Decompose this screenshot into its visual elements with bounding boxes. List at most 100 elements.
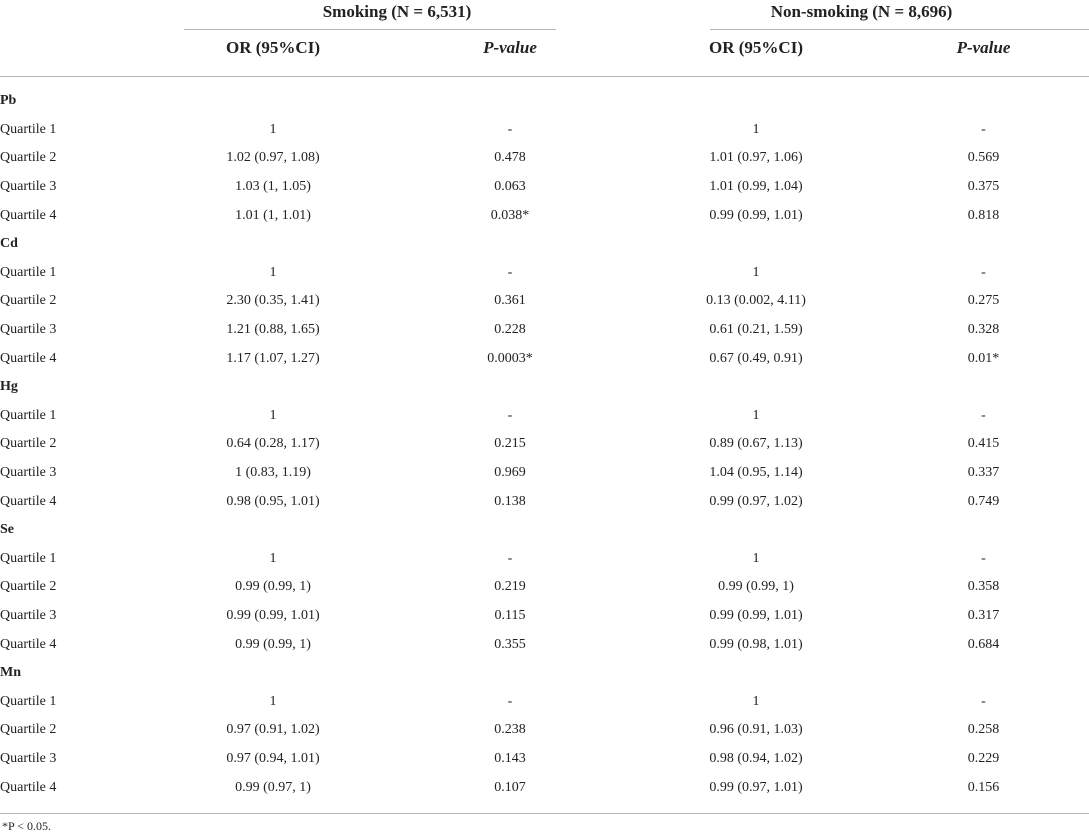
smoking-p-cell: 0.063 xyxy=(494,179,526,195)
smoking-or-cell: 1.17 (1.07, 1.27) xyxy=(226,350,320,366)
nonsmoking-or-cell: 1.01 (0.99, 1.04) xyxy=(709,179,803,195)
nonsmoking-p-cell: 0.375 xyxy=(967,179,1000,195)
nonsmoking-or-cell: 0.99 (0.97, 1.02) xyxy=(709,493,803,509)
nonsmoking-p-cell: 0.818 xyxy=(967,207,1000,223)
smoking-or-cell: 0.99 (0.99, 1.01) xyxy=(226,607,320,623)
group-rule-nonsmoking xyxy=(710,29,1089,30)
header-p-smoking-text: P-value xyxy=(483,38,537,57)
header-p-smoking: P-value xyxy=(386,38,634,58)
group-rule-smoking xyxy=(184,29,556,30)
footnote: *P < 0.05. xyxy=(2,819,51,833)
metal-row: Hg xyxy=(0,373,1089,402)
metal-label: Pb xyxy=(0,93,17,109)
smoking-or-cell: 0.99 (0.99, 1) xyxy=(235,579,311,595)
nonsmoking-or-cell: 1 xyxy=(752,264,760,280)
smoking-p-cell: 0.143 xyxy=(494,750,526,766)
nonsmoking-p-cell: 0.01* xyxy=(967,350,1000,366)
nonsmoking-p-cell: 0.337 xyxy=(967,465,1000,481)
quartile-label: Quartile 4 xyxy=(0,636,57,652)
nonsmoking-p-cell: 0.415 xyxy=(967,436,1000,452)
smoking-or-cell: 1.01 (1, 1.01) xyxy=(235,207,311,223)
smoking-p-cell: 0.219 xyxy=(494,579,526,595)
smoking-or-cell: 1 xyxy=(269,407,277,423)
nonsmoking-p-cell: - xyxy=(981,264,986,280)
smoking-p-cell: 0.215 xyxy=(494,436,526,452)
smoking-or-cell: 0.97 (0.91, 1.02) xyxy=(226,722,320,738)
metal-label: Hg xyxy=(0,379,18,395)
table-row: Quartile 3 0.97 (0.94, 1.01) 0.143 0.98 (0.… xyxy=(0,745,1089,774)
smoking-p-cell: 0.115 xyxy=(494,607,526,623)
header-p-nonsmoking-text: P-value xyxy=(956,38,1011,57)
quartile-label: Quartile 3 xyxy=(0,322,57,338)
quartile-label: Quartile 2 xyxy=(0,436,57,452)
nonsmoking-or-cell: 0.89 (0.67, 1.13) xyxy=(709,436,803,452)
header-rule xyxy=(0,76,1089,77)
quartile-label: Quartile 1 xyxy=(0,121,57,137)
nonsmoking-p-cell: 0.317 xyxy=(967,607,1000,623)
group-header-smoking: Smoking (N = 6,531) xyxy=(322,2,472,21)
quartile-label: Quartile 1 xyxy=(0,550,57,566)
nonsmoking-p-cell: 0.275 xyxy=(967,293,1000,309)
table-row: Quartile 1 1 - 1 - xyxy=(0,687,1089,716)
metal-label: Cd xyxy=(0,236,18,252)
table-row: Quartile 2 1.02 (0.97, 1.08) 0.478 1.01 (0.… xyxy=(0,144,1089,173)
smoking-or-cell: 1 (0.83, 1.19) xyxy=(235,465,311,481)
quartile-label: Quartile 2 xyxy=(0,293,57,309)
nonsmoking-or-cell: 0.61 (0.21, 1.59) xyxy=(709,322,803,338)
smoking-p-cell: 0.478 xyxy=(494,150,526,166)
smoking-or-cell: 2.30 (0.35, 1.41) xyxy=(226,293,320,309)
quartile-label: Quartile 4 xyxy=(0,493,57,509)
table-row: Quartile 2 0.64 (0.28, 1.17) 0.215 0.89 (0.… xyxy=(0,430,1089,459)
table-row: Quartile 4 0.98 (0.95, 1.01) 0.138 0.99 (0.… xyxy=(0,487,1089,516)
nonsmoking-p-cell: 0.328 xyxy=(967,322,1000,338)
quartile-label: Quartile 2 xyxy=(0,150,57,166)
metal-label: Se xyxy=(0,522,14,538)
quartile-label: Quartile 3 xyxy=(0,750,57,766)
smoking-p-cell: 0.969 xyxy=(494,465,526,481)
nonsmoking-p-cell: 0.258 xyxy=(967,722,1000,738)
nonsmoking-or-cell: 1 xyxy=(752,693,760,709)
table-row: Quartile 3 1.03 (1, 1.05) 0.063 1.01 (0.99,… xyxy=(0,173,1089,202)
metal-row: Pb xyxy=(0,87,1089,116)
nonsmoking-or-cell: 1.04 (0.95, 1.14) xyxy=(709,465,803,481)
smoking-or-cell: 0.99 (0.99, 1) xyxy=(235,636,311,652)
table-row: Quartile 1 1 - 1 - xyxy=(0,545,1089,574)
table-row: Quartile 2 0.99 (0.99, 1) 0.219 0.99 (0.99,… xyxy=(0,573,1089,602)
nonsmoking-or-cell: 0.99 (0.99, 1.01) xyxy=(709,207,803,223)
header-p-nonsmoking: P-value xyxy=(878,38,1089,58)
table-row: Quartile 2 2.30 (0.35, 1.41) 0.361 0.13 (0.… xyxy=(0,287,1089,316)
smoking-or-cell: 0.97 (0.94, 1.01) xyxy=(226,750,320,766)
nonsmoking-p-cell: - xyxy=(981,121,986,137)
smoking-p-cell: 0.361 xyxy=(494,293,526,309)
metal-row: Se xyxy=(0,516,1089,545)
nonsmoking-or-cell: 0.98 (0.94, 1.02) xyxy=(709,750,803,766)
nonsmoking-p-cell: - xyxy=(981,407,986,423)
quartile-label: Quartile 1 xyxy=(0,693,57,709)
quartile-label: Quartile 2 xyxy=(0,579,57,595)
table-row: Quartile 3 0.99 (0.99, 1.01) 0.115 0.99 (0.… xyxy=(0,602,1089,631)
smoking-p-cell: 0.238 xyxy=(494,722,526,738)
quartile-label: Quartile 4 xyxy=(0,779,57,795)
table-row: Quartile 4 1.01 (1, 1.01) 0.038* 0.99 (0.99… xyxy=(0,201,1089,230)
nonsmoking-p-cell: 0.684 xyxy=(967,636,1000,652)
quartile-label: Quartile 4 xyxy=(0,350,57,366)
nonsmoking-p-cell: 0.156 xyxy=(967,779,1000,795)
table-row: Quartile 1 1 - 1 - xyxy=(0,116,1089,145)
quartile-label: Quartile 3 xyxy=(0,179,57,195)
nonsmoking-p-cell: 0.358 xyxy=(967,579,1000,595)
smoking-p-cell: 0.138 xyxy=(494,493,526,509)
smoking-p-cell: 0.038* xyxy=(490,207,530,223)
nonsmoking-or-cell: 1 xyxy=(752,407,760,423)
smoking-or-cell: 1 xyxy=(269,693,277,709)
smoking-or-cell: 1 xyxy=(269,121,277,137)
footer-rule xyxy=(0,813,1089,814)
table-row: Quartile 3 1.21 (0.88, 1.65) 0.228 0.61 (0.… xyxy=(0,316,1089,345)
nonsmoking-p-cell: - xyxy=(981,550,986,566)
group-header-nonsmoking: Non-smoking (N = 8,696) xyxy=(770,2,953,21)
table-row: Quartile 2 0.97 (0.91, 1.02) 0.238 0.96 (0.… xyxy=(0,716,1089,745)
nonsmoking-or-cell: 1 xyxy=(752,121,760,137)
table-row: Quartile 1 1 - 1 - xyxy=(0,259,1089,288)
smoking-p-cell: 0.0003* xyxy=(487,350,533,366)
smoking-p-cell: 0.355 xyxy=(494,636,526,652)
smoking-p-cell: - xyxy=(507,121,513,137)
